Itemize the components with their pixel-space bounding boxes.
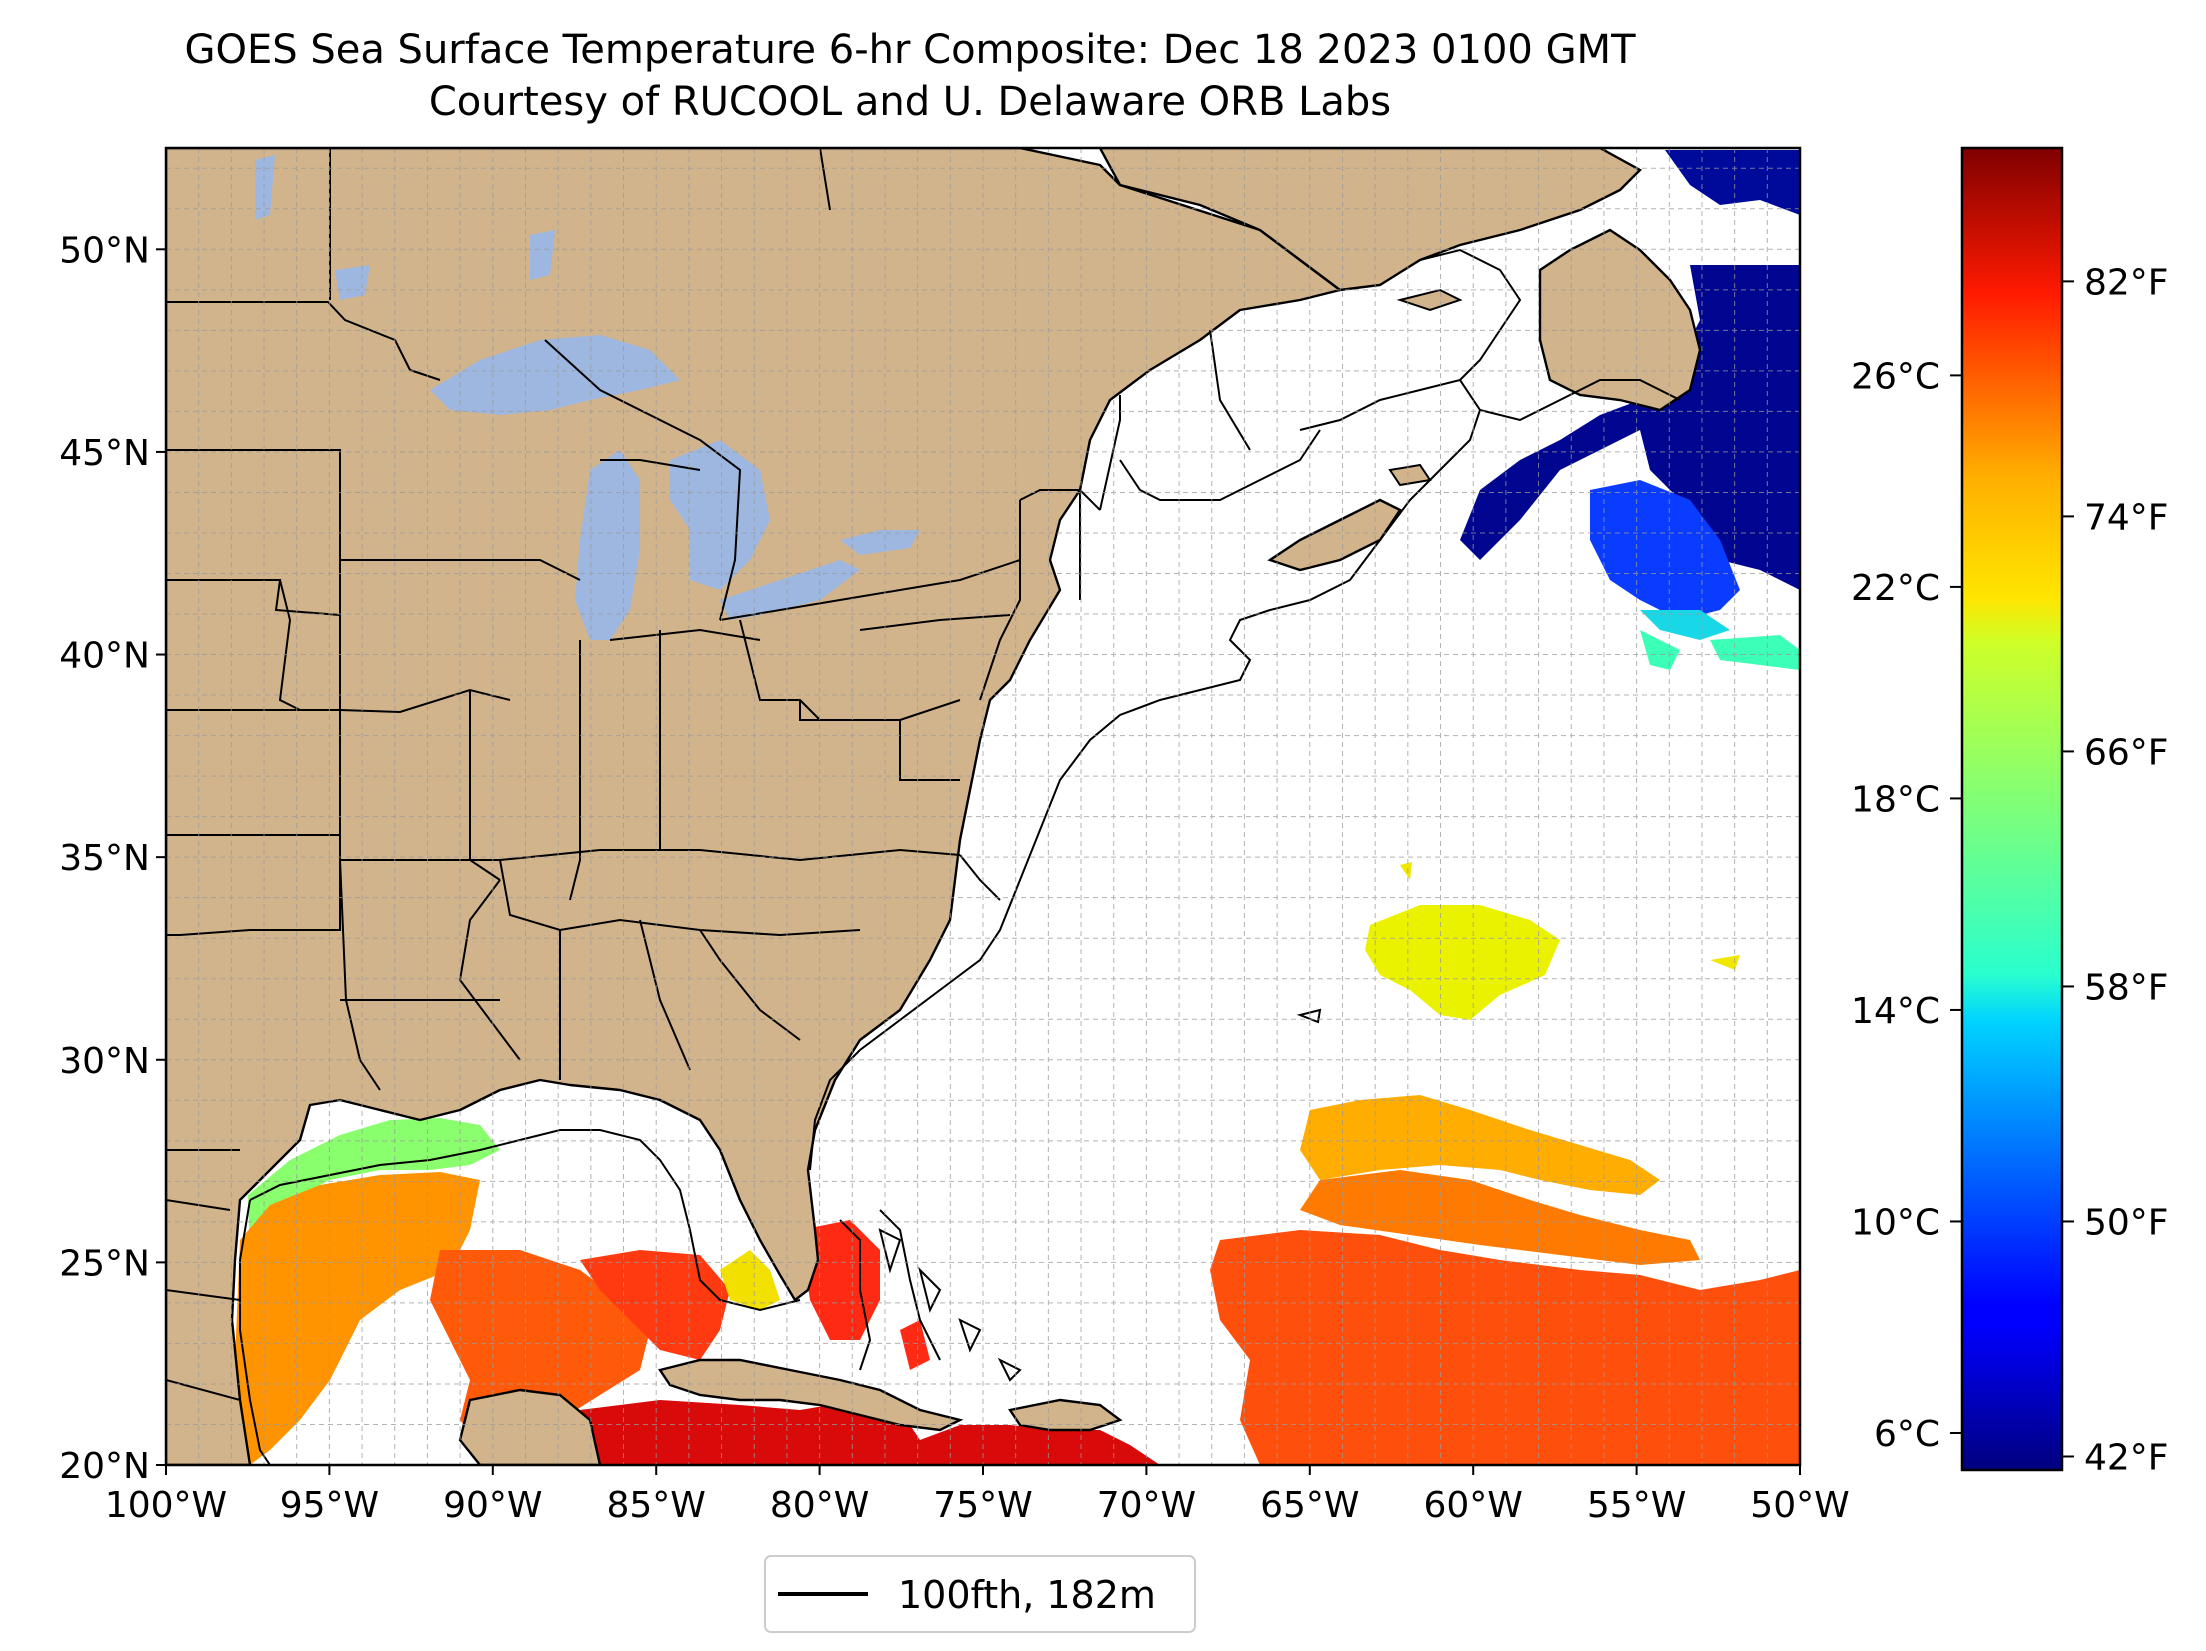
lake-small-2	[335, 265, 370, 300]
sst-subtropical-red	[1210, 1230, 1800, 1465]
legend: 100fth, 182m	[764, 1555, 1196, 1633]
sst-gulf-coastal	[248, 1118, 500, 1260]
land-newfoundland	[1538, 228, 1702, 412]
legend-box	[764, 1555, 1196, 1633]
fahrenheit-tick-label: 58°F	[2084, 967, 2169, 1008]
x-tick-label: 85°W	[606, 1485, 705, 1526]
y-tick-label: 20°N	[59, 1446, 150, 1487]
y-tick-label: 35°N	[59, 838, 150, 879]
y-tick-label: 45°N	[59, 433, 150, 474]
sst-grand-banks	[1460, 265, 1800, 590]
land-hispaniola	[1008, 1398, 1123, 1432]
sst-gulf-stream-east	[1640, 630, 1800, 670]
sst-gulf-east	[580, 1250, 730, 1360]
land-anticosti	[1396, 288, 1463, 312]
x-tick-label: 70°W	[1097, 1485, 1196, 1526]
x-tick-label: 60°W	[1423, 1485, 1522, 1526]
sst-bahamas-red	[800, 1220, 930, 1370]
y-tick-label: 40°N	[59, 636, 150, 677]
celsius-tick-label: 22°C	[1851, 568, 1940, 609]
x-tick-label: 55°W	[1587, 1485, 1686, 1526]
x-tick-label: 75°W	[933, 1485, 1032, 1526]
celsius-tick-label: 18°C	[1851, 779, 1940, 820]
colorbar-gradient	[1960, 146, 2064, 1472]
lake-winnipeg	[255, 155, 275, 220]
fahrenheit-ticks: 42°F 50°F 58°F 66°F 74°F 82°F	[2062, 262, 2169, 1478]
sst-florida-bay-yellow	[720, 1250, 780, 1310]
celsius-ticks: 6°C 10°C 14°C 18°C 22°C 26°C	[1851, 356, 1962, 1455]
x-tick-label: 80°W	[770, 1485, 869, 1526]
sst-nova-scotia-slope	[1590, 480, 1740, 620]
x-axis: 100°W 95°W 90°W 85°W 80°W 75°W 70°W 65°W 60°W 55°…	[105, 1465, 1850, 1526]
x-tick-label: 90°W	[443, 1485, 542, 1526]
celsius-tick-label: 26°C	[1851, 356, 1940, 397]
fahrenheit-tick-label: 66°F	[2084, 732, 2169, 773]
title-line1: GOES Sea Surface Temperature 6-hr Compos…	[184, 27, 1636, 73]
isobath-100fth	[239, 248, 1681, 1465]
x-tick-label: 100°W	[105, 1485, 227, 1526]
fahrenheit-tick-label: 50°F	[2084, 1202, 2169, 1243]
x-tick-label: 50°W	[1750, 1485, 1849, 1526]
map-title: GOES Sea Surface Temperature 6-hr Compos…	[0, 24, 1820, 128]
colorbar: 6°C 10°C 14°C 18°C 22°C 26°C 42°F 50°F 58°F 66°F…	[1851, 146, 2169, 1478]
sst-orange-band	[1300, 1095, 1660, 1195]
lake-ontario	[840, 530, 920, 555]
fahrenheit-tick-label: 42°F	[2084, 1437, 2169, 1478]
x-tick-label: 65°W	[1260, 1485, 1359, 1526]
lake-huron	[670, 440, 770, 590]
celsius-tick-label: 14°C	[1851, 991, 1940, 1032]
y-axis: 20°N 25°N 30°N 35°N 40°N 45°N 50°N	[59, 230, 166, 1487]
map-panel: 100°W 95°W 90°W 85°W 80°W 75°W 70°W 65°W 60°W 55°…	[59, 146, 1850, 1526]
sst-caribbean	[580, 1400, 1160, 1465]
title-line2: Courtesy of RUCOOL and U. Delaware ORB L…	[428, 79, 1392, 125]
fahrenheit-tick-label: 74°F	[2084, 497, 2169, 538]
legend-label: 100fth, 182m	[898, 1573, 1156, 1617]
sst-labrador	[1665, 150, 1800, 215]
y-tick-label: 50°N	[59, 230, 150, 271]
celsius-tick-label: 6°C	[1874, 1414, 1940, 1455]
y-tick-label: 25°N	[59, 1243, 150, 1284]
lake-small-1	[530, 230, 555, 280]
x-tick-label: 95°W	[280, 1485, 379, 1526]
sst-sargasso-yellow	[1365, 905, 1560, 1020]
celsius-tick-label: 10°C	[1851, 1202, 1940, 1243]
lake-erie	[720, 560, 860, 620]
land-bahamas	[878, 1228, 1022, 1382]
gridlines	[166, 148, 1800, 1465]
sst-slope-cyan	[1640, 610, 1730, 640]
fahrenheit-tick-label: 82°F	[2084, 262, 2169, 303]
sst-subtropical-orange	[1300, 1170, 1700, 1265]
y-tick-label: 30°N	[59, 1041, 150, 1082]
land-yucatan	[458, 1388, 602, 1465]
